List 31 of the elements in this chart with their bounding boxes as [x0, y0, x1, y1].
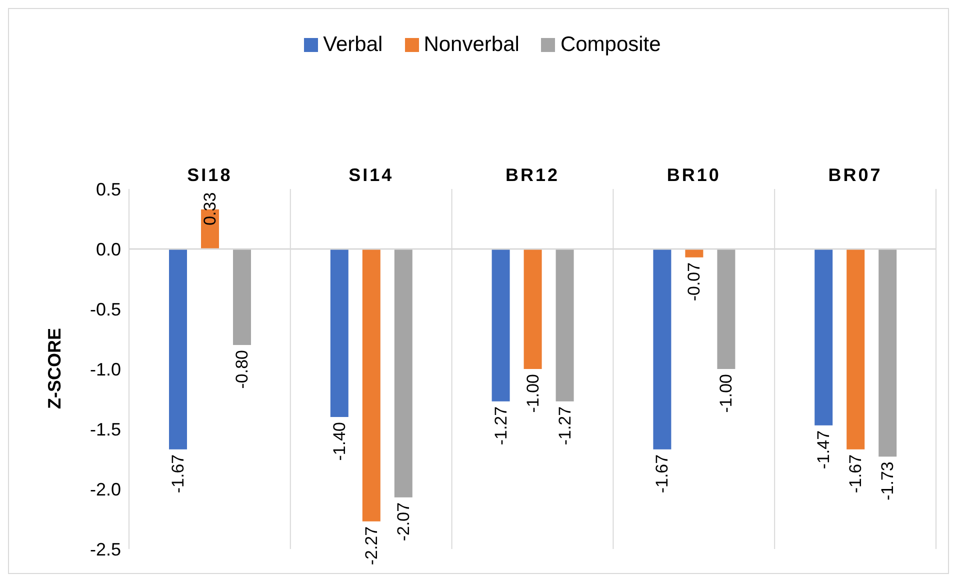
- data-label: -0.07: [684, 262, 704, 302]
- y-tick-label: -1.5: [90, 419, 121, 440]
- data-label: -1.00: [716, 374, 736, 413]
- y-tick-label: -1.0: [90, 359, 121, 380]
- data-label: -1.27: [491, 406, 510, 446]
- data-label: -2.07: [394, 502, 413, 542]
- data-label: -0.80: [232, 350, 252, 389]
- legend-label: Nonverbal: [422, 33, 520, 57]
- x-tick-label: SI14: [348, 165, 394, 185]
- data-label: -1.47: [814, 430, 834, 470]
- data-label: -1.00: [523, 374, 542, 413]
- x-tick-label: BR07: [828, 165, 882, 185]
- y-tick-label: 0.0: [96, 239, 121, 260]
- data-label: -1.67: [168, 454, 188, 494]
- data-label: -1.67: [652, 454, 672, 494]
- legend-label: Verbal: [322, 33, 383, 57]
- data-label: -1.73: [878, 462, 898, 500]
- y-tick-label: -2.0: [90, 479, 121, 500]
- data-label: -2.27: [362, 526, 381, 566]
- x-tick-label: SI18: [187, 165, 232, 185]
- data-label: -1.67: [846, 454, 866, 494]
- data-label: 0.33: [200, 192, 220, 226]
- data-label: -1.40: [330, 422, 349, 461]
- x-tick-label: BR12: [505, 165, 560, 185]
- y-axis-title: Z-SCORE: [44, 328, 64, 409]
- y-tick-label: -2.5: [90, 539, 121, 560]
- x-tick-label: BR10: [666, 165, 721, 185]
- y-tick-label: -0.5: [90, 299, 121, 320]
- data-label: -1.27: [555, 406, 574, 446]
- legend-label: Composite: [559, 33, 661, 57]
- y-tick-label: 0.5: [96, 179, 121, 200]
